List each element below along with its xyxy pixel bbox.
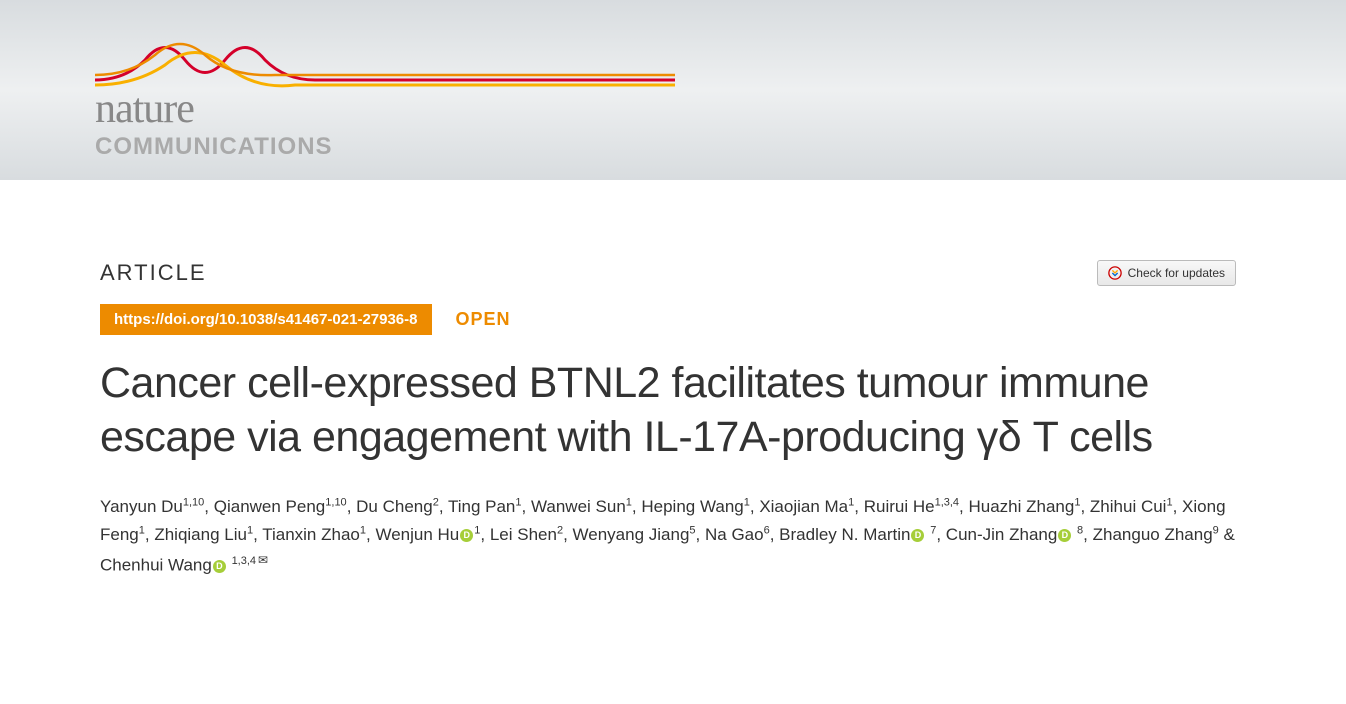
author: Du Cheng — [356, 497, 433, 516]
author: Ruirui He — [864, 497, 935, 516]
author-affiliation: 1 — [626, 496, 632, 508]
journal-logo: nature COMMUNICATIONS — [95, 25, 695, 165]
author-affiliation: 1 — [515, 496, 521, 508]
orcid-icon[interactable]: D — [213, 560, 226, 573]
check-updates-button[interactable]: Check for updates — [1097, 260, 1236, 286]
author: Chenhui Wang — [100, 556, 212, 575]
author: Bradley N. Martin — [779, 525, 910, 544]
orcid-icon[interactable]: D — [1058, 529, 1071, 542]
article-content: ARTICLE Check for updates https://doi.or… — [0, 180, 1346, 581]
author-affiliation: 5 — [689, 525, 695, 537]
author-affiliation: 1,3,4 — [935, 496, 959, 508]
author-affiliation: 7 — [930, 525, 936, 537]
author-affiliation: 1,3,4 — [232, 555, 256, 567]
logo-text-primary: nature — [95, 85, 194, 133]
author: Tianxin Zhao — [262, 525, 360, 544]
author: Ting Pan — [448, 497, 515, 516]
article-type-label: ARTICLE — [100, 260, 1246, 286]
author-list: Yanyun Du1,10, Qianwen Peng1,10, Du Chen… — [100, 493, 1246, 581]
author-affiliation: 2 — [433, 496, 439, 508]
author-affiliation: 2 — [557, 525, 563, 537]
author: Qianwen Peng — [214, 497, 326, 516]
author-affiliation: 1,10 — [325, 496, 346, 508]
author: Wenyang Jiang — [573, 525, 690, 544]
orcid-icon[interactable]: D — [911, 529, 924, 542]
author: Xiaojian Ma — [759, 497, 848, 516]
author: Huazhi Zhang — [969, 497, 1075, 516]
author-affiliation: 1 — [744, 496, 750, 508]
author-affiliation: 1 — [1074, 496, 1080, 508]
author: Zhiqiang Liu — [154, 525, 247, 544]
doi-link[interactable]: https://doi.org/10.1038/s41467-021-27936… — [100, 304, 432, 335]
author-affiliation: 1 — [360, 525, 366, 537]
author-affiliation: 9 — [1213, 525, 1219, 537]
author: Wenjun Hu — [375, 525, 459, 544]
author-affiliation: 1 — [1166, 496, 1172, 508]
author: Lei Shen — [490, 525, 557, 544]
author: Yanyun Du — [100, 497, 183, 516]
author-affiliation: 1 — [247, 525, 253, 537]
author: Na Gao — [705, 525, 764, 544]
corresponding-mail-icon: ✉ — [258, 550, 268, 570]
author-affiliation: 1 — [848, 496, 854, 508]
open-access-badge: OPEN — [456, 309, 511, 330]
logo-text-secondary: COMMUNICATIONS — [95, 133, 333, 161]
author: Zhanguo Zhang — [1093, 525, 1213, 544]
author-affiliation: 1,10 — [183, 496, 204, 508]
orcid-icon[interactable]: D — [460, 529, 473, 542]
author-affiliation: 1 — [474, 525, 480, 537]
author-affiliation: 1 — [139, 525, 145, 537]
crossmark-icon — [1108, 266, 1122, 280]
doi-row: https://doi.org/10.1038/s41467-021-27936… — [100, 304, 1246, 335]
journal-header-banner: nature COMMUNICATIONS — [0, 0, 1346, 180]
author: Heping Wang — [641, 497, 743, 516]
author-affiliation: 8 — [1077, 525, 1083, 537]
article-title: Cancer cell-expressed BTNL2 facilitates … — [100, 357, 1246, 465]
author: Wanwei Sun — [531, 497, 626, 516]
author: Cun-Jin Zhang — [946, 525, 1058, 544]
author-affiliation: 6 — [764, 525, 770, 537]
check-updates-label: Check for updates — [1128, 266, 1225, 280]
author: Zhihui Cui — [1090, 497, 1167, 516]
